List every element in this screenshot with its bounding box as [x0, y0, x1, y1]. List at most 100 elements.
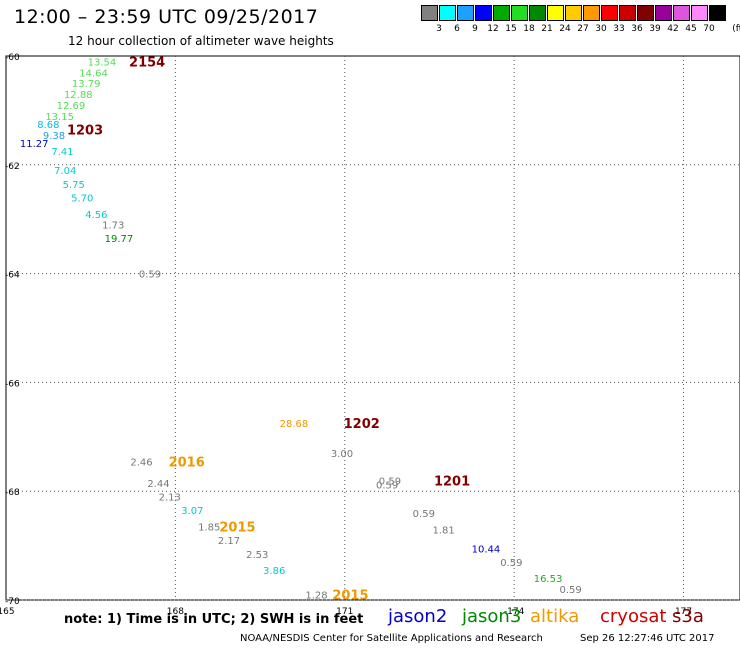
satellite-legend-jason2: jason2	[388, 606, 448, 627]
scale-swatch	[637, 5, 654, 21]
satellite-legend-jason3: jason3	[462, 606, 522, 627]
scale-tick-label: 21	[541, 24, 553, 34]
wave-height-label: 11.27	[20, 139, 49, 150]
wave-height-label: 1.28	[305, 591, 327, 602]
pass-time-label: 2015	[219, 521, 255, 536]
wave-height-label: 19.77	[105, 234, 134, 245]
longitude-tick-label: 168	[167, 607, 184, 617]
footer-note: note: 1) Time is in UTC; 2) SWH is in fe…	[64, 612, 364, 627]
wave-height-label: 3.86	[263, 566, 285, 577]
scale-tick-label: 42	[667, 24, 679, 34]
satellite-legend-altika: altika	[530, 606, 580, 627]
scale-swatch	[511, 5, 528, 21]
wave-height-label: 0.59	[500, 558, 522, 569]
map-frame	[5, 55, 740, 601]
longitude-tick-label: 177	[675, 607, 692, 617]
pass-time-label: 2015	[332, 589, 368, 604]
scale-tick-label: 24	[559, 24, 571, 34]
scale-swatch	[421, 5, 438, 21]
scale-swatch	[493, 5, 510, 21]
wave-height-label: 13.79	[72, 79, 101, 90]
page-title: 12:00 – 23:59 UTC 09/25/2017	[14, 6, 319, 28]
wave-height-label: 14.64	[79, 68, 108, 79]
scale-swatch	[619, 5, 636, 21]
scale-tick-label: 6	[454, 24, 460, 34]
scale-tick-label: 12	[487, 24, 499, 34]
scale-swatch	[601, 5, 618, 21]
longitude-tick-label: 165	[0, 607, 15, 617]
scale-tick-label: 18	[523, 24, 535, 34]
wave-height-label: 4.56	[85, 210, 107, 221]
scale-swatch	[583, 5, 600, 21]
latitude-tick-label: -70	[5, 597, 20, 607]
wave-height-label: 2.17	[218, 536, 240, 547]
scale-swatch	[565, 5, 582, 21]
scale-tick-label: 70	[703, 24, 715, 34]
wave-height-label: 0.59	[379, 476, 401, 487]
scale-swatch	[475, 5, 492, 21]
wave-height-label: 0.59	[559, 585, 581, 596]
wave-height-label: 9.38	[43, 131, 65, 142]
scale-tick-label: 3	[436, 24, 442, 34]
wave-height-label: 12.88	[64, 90, 93, 101]
wave-height-label: 3.00	[331, 449, 353, 460]
scale-swatch	[691, 5, 708, 21]
page-subtitle: 12 hour collection of altimeter wave hei…	[68, 34, 334, 48]
wave-height-label: 2.13	[159, 493, 181, 504]
wave-height-label: 1.85	[198, 523, 220, 534]
pass-time-label: 2016	[169, 455, 205, 470]
wave-height-label: 2.53	[246, 550, 268, 561]
wave-height-label: 7.04	[54, 166, 76, 177]
scale-tick-label: 15	[505, 24, 517, 34]
credit-text: NOAA/NESDIS Center for Satellite Applica…	[240, 633, 543, 644]
scale-swatch	[547, 5, 564, 21]
latitude-tick-label: -66	[5, 379, 20, 389]
scale-tick-label: 36	[631, 24, 643, 34]
scale-swatch	[709, 5, 726, 21]
wave-height-label: 0.59	[139, 270, 161, 281]
wave-height-label: 28.68	[280, 419, 309, 430]
scale-tick-label: 30	[595, 24, 607, 34]
wave-height-label: 2.46	[130, 457, 152, 468]
wave-height-label: 16.53	[534, 574, 563, 585]
wave-height-label: 5.75	[63, 180, 85, 191]
wave-height-label: 0.59	[376, 481, 398, 492]
pass-time-label: 1202	[344, 417, 380, 432]
scale-swatch	[439, 5, 456, 21]
scale-swatch	[655, 5, 672, 21]
satellite-legend-cryosat: cryosat	[600, 606, 667, 627]
latitude-tick-label: -64	[5, 271, 20, 281]
wave-height-label: 7.41	[51, 147, 73, 158]
longitude-tick-label: -174	[504, 607, 525, 617]
scale-tick-label: 27	[577, 24, 589, 34]
wave-height-label: 2.44	[147, 479, 169, 490]
wave-height-label: 3.07	[181, 506, 203, 517]
scale-swatch	[673, 5, 690, 21]
wave-height-label: 13.54	[88, 57, 117, 68]
scale-tick-label: 39	[649, 24, 661, 34]
longitude-tick-label: 171	[336, 607, 353, 617]
pass-time-label: 1201	[434, 474, 470, 489]
satellite-legend-s3a: s3a	[672, 606, 704, 627]
scale-tick-label: 33	[613, 24, 625, 34]
wave-height-label: 5.70	[71, 193, 93, 204]
latitude-tick-label: -62	[5, 162, 20, 172]
wave-height-label: 10.44	[472, 544, 501, 555]
scale-tick-label: 9	[472, 24, 478, 34]
wave-height-label: 13.15	[45, 112, 74, 123]
scale-swatch	[529, 5, 546, 21]
wave-height-label: 0.59	[413, 509, 435, 520]
wave-height-label: 1.81	[432, 525, 454, 536]
generated-timestamp: Sep 26 12:27:46 UTC 2017	[580, 633, 715, 644]
pass-time-label: 1203	[67, 123, 103, 138]
scale-tick-label: 45	[685, 24, 697, 34]
scale-unit-label: (ft)	[732, 24, 740, 34]
pass-time-label: 2154	[129, 55, 165, 70]
scale-swatch	[457, 5, 474, 21]
latitude-tick-label: -68	[5, 488, 20, 498]
wave-height-label: 1.73	[102, 221, 124, 232]
latitude-tick-label: -60	[5, 53, 20, 63]
wave-height-label: 8.68	[37, 120, 59, 131]
